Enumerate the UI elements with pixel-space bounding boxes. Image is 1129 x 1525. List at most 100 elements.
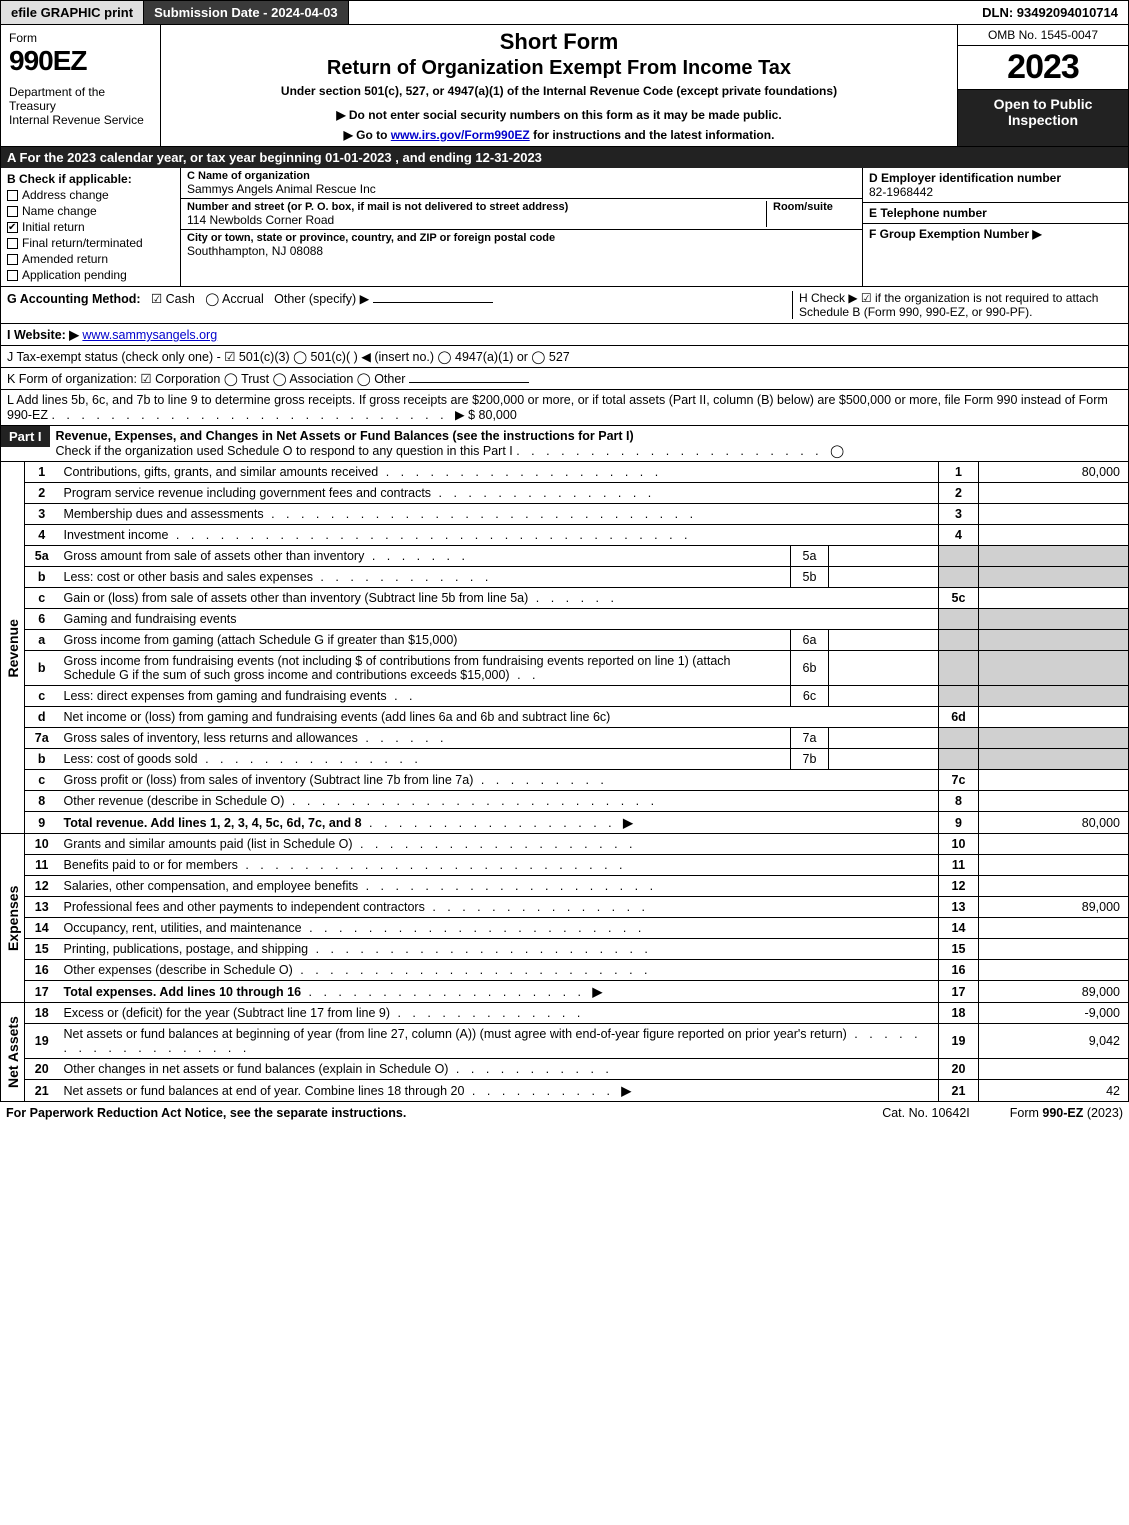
line-desc: Gross amount from sale of assets other t…	[59, 546, 791, 567]
line-desc: Investment income . . . . . . . . . . . …	[59, 525, 939, 546]
org-city: Southhampton, NJ 08088	[187, 244, 856, 258]
line-num: b	[25, 749, 59, 770]
checkbox-icon	[7, 206, 18, 217]
website-link[interactable]: www.sammysangels.org	[82, 328, 217, 342]
line-desc: Gross profit or (loss) from sales of inv…	[59, 770, 939, 791]
g-other: Other (specify) ▶	[274, 292, 369, 306]
part-1-check-text: Check if the organization used Schedule …	[56, 444, 513, 458]
row-g-accounting: G Accounting Method: ☑ Cash ◯ Accrual Ot…	[0, 287, 1129, 324]
table-row: 9 Total revenue. Add lines 1, 2, 3, 4, 5…	[1, 812, 1129, 834]
org-street: 114 Newbolds Corner Road	[187, 213, 766, 227]
submission-date: Submission Date - 2024-04-03	[144, 1, 349, 24]
sub-ref: 6a	[791, 630, 829, 651]
chk-amended-return[interactable]: Amended return	[7, 252, 174, 266]
line-num: 15	[25, 939, 59, 960]
line-desc: Other revenue (describe in Schedule O) .…	[59, 791, 939, 812]
line-num: 10	[25, 834, 59, 855]
line-desc: Membership dues and assessments . . . . …	[59, 504, 939, 525]
line-num: 7a	[25, 728, 59, 749]
line-ref: 5c	[939, 588, 979, 609]
c-name-label: C Name of organization	[187, 170, 856, 182]
org-name: Sammys Angels Animal Rescue Inc	[187, 182, 856, 196]
header-mid: Short Form Return of Organization Exempt…	[161, 25, 958, 146]
line-num: a	[25, 630, 59, 651]
form-title: Return of Organization Exempt From Incom…	[171, 57, 947, 80]
footer-cat-no: Cat. No. 10642I	[882, 1106, 970, 1120]
row-j-tax-exempt: J Tax-exempt status (check only one) - ☑…	[0, 346, 1129, 368]
h-text: H Check ▶ ☑ if the organization is not r…	[799, 291, 1098, 319]
netassets-sidebar: Net Assets	[1, 1003, 25, 1102]
line-desc: Professional fees and other payments to …	[59, 897, 939, 918]
line-num: d	[25, 707, 59, 728]
line-num: 21	[25, 1080, 59, 1102]
line-ref: 7c	[939, 770, 979, 791]
efile-print-button[interactable]: efile GRAPHIC print	[1, 1, 144, 24]
table-row: c Gross profit or (loss) from sales of i…	[1, 770, 1129, 791]
form-subtitle: Under section 501(c), 527, or 4947(a)(1)…	[171, 84, 947, 98]
header-left: Form 990EZ Department of the Treasury In…	[1, 25, 161, 146]
chk-name-change[interactable]: Name change	[7, 204, 174, 218]
sub-value	[829, 567, 939, 588]
dots: . . . . . . . . . . . . . . . . . . . . …	[51, 408, 455, 422]
irs-link[interactable]: www.irs.gov/Form990EZ	[391, 128, 530, 142]
l-amount: ▶ $ 80,000	[455, 408, 517, 422]
line-value	[979, 855, 1129, 876]
line-num: 16	[25, 960, 59, 981]
line-ref-shaded	[939, 546, 979, 567]
k-other-input[interactable]	[409, 382, 529, 383]
chk-label: Address change	[22, 188, 109, 202]
line-num: 18	[25, 1003, 59, 1024]
row-i-website: I Website: ▶ www.sammysangels.org	[0, 324, 1129, 346]
line-num: 12	[25, 876, 59, 897]
chk-final-return[interactable]: Final return/terminated	[7, 236, 174, 250]
g-other-input[interactable]	[373, 302, 493, 303]
note2-post: for instructions and the latest informat…	[530, 128, 775, 142]
line-num: 3	[25, 504, 59, 525]
sub-value	[829, 651, 939, 686]
dots: . . . . . . . . . . . . . . . . . . . . …	[516, 444, 830, 458]
part-1-checkbox[interactable]: ◯	[830, 444, 844, 458]
line-desc: Gain or (loss) from sale of assets other…	[59, 588, 939, 609]
table-row: 8 Other revenue (describe in Schedule O)…	[1, 791, 1129, 812]
chk-address-change[interactable]: Address change	[7, 188, 174, 202]
checkbox-icon	[7, 238, 18, 249]
expenses-sidebar: Expenses	[1, 834, 25, 1003]
footer-form-pre: Form	[1010, 1106, 1043, 1120]
line-value-shaded	[979, 567, 1129, 588]
table-row: b Less: cost or other basis and sales ex…	[1, 567, 1129, 588]
line-ref: 16	[939, 960, 979, 981]
line-value	[979, 504, 1129, 525]
line-ref: 2	[939, 483, 979, 504]
chk-application-pending[interactable]: Application pending	[7, 268, 174, 282]
c-city-label: City or town, state or province, country…	[187, 232, 856, 244]
checkbox-icon	[7, 254, 18, 265]
c-street-label: Number and street (or P. O. box, if mail…	[187, 201, 766, 213]
line-num: 2	[25, 483, 59, 504]
line-ref: 13	[939, 897, 979, 918]
line-ref: 11	[939, 855, 979, 876]
footer-right: Form 990-EZ (2023)	[1010, 1106, 1123, 1120]
line-num: 1	[25, 462, 59, 483]
arrow-icon: ▶	[623, 816, 633, 830]
chk-initial-return[interactable]: Initial return	[7, 220, 174, 234]
line-ref-shaded	[939, 609, 979, 630]
open-to-public: Open to Public Inspection	[958, 90, 1128, 146]
chk-label: Amended return	[22, 252, 108, 266]
sub-value	[829, 686, 939, 707]
e-tel-cell: E Telephone number	[863, 203, 1128, 224]
line-desc: Gross income from fundraising events (no…	[59, 651, 791, 686]
line-num: 13	[25, 897, 59, 918]
c-name-cell: C Name of organization Sammys Angels Ani…	[181, 168, 862, 199]
line-value	[979, 770, 1129, 791]
line-num: 14	[25, 918, 59, 939]
table-row: 3 Membership dues and assessments . . . …	[1, 504, 1129, 525]
line-desc: Gross income from gaming (attach Schedul…	[59, 630, 791, 651]
line-value-shaded	[979, 749, 1129, 770]
line-ref: 8	[939, 791, 979, 812]
tax-year: 2023	[958, 46, 1128, 90]
line-desc: Grants and similar amounts paid (list in…	[59, 834, 939, 855]
line-ref: 9	[939, 812, 979, 834]
d-ein-label: D Employer identification number	[869, 171, 1122, 185]
footer-left: For Paperwork Reduction Act Notice, see …	[6, 1106, 842, 1120]
table-row: 7a Gross sales of inventory, less return…	[1, 728, 1129, 749]
